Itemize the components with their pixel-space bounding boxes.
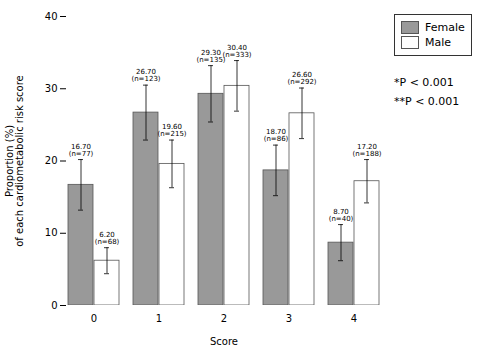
svg-text:2: 2 [221, 313, 227, 324]
html-text:Male: Male [425, 36, 452, 49]
html-text:**P < 0.001: **P < 0.001 [394, 95, 460, 108]
svg-text:17.20(n=188): 17.20(n=188) [352, 143, 381, 158]
svg-text:29.30(n=135): 29.30(n=135) [196, 49, 225, 64]
svg-text:3: 3 [286, 313, 292, 324]
html-text:*P < 0.001: *P < 0.001 [394, 76, 454, 89]
svg-text:16.70(n=77): 16.70(n=77) [69, 143, 94, 158]
svg-text:26.70(n=123): 26.70(n=123) [131, 68, 160, 83]
svg-text:Proportion (%)of each cardiome: Proportion (%)of each cardiometabolic ri… [4, 75, 25, 247]
svg-text:6.20(n=68): 6.20(n=68) [95, 231, 120, 246]
svg-text:4: 4 [351, 313, 357, 324]
html-text:Female: Female [425, 21, 465, 34]
svg-text:30: 30 [45, 83, 58, 94]
svg-text:1: 1 [156, 313, 162, 324]
svg-text:19.60(n=215): 19.60(n=215) [157, 123, 186, 138]
svg-text:40: 40 [45, 11, 58, 22]
svg-text:18.70(n=86): 18.70(n=86) [264, 128, 289, 143]
svg-text:8.70(n=40): 8.70(n=40) [329, 208, 354, 223]
svg-text:0: 0 [91, 313, 97, 324]
svg-text:30.40(n=333): 30.40(n=333) [222, 44, 251, 59]
svg-text:Score: Score [210, 336, 238, 347]
svg-text:10: 10 [45, 227, 58, 238]
svg-text:20: 20 [45, 155, 58, 166]
svg-text:0: 0 [51, 300, 57, 311]
svg-text:26.60(n=292): 26.60(n=292) [287, 71, 316, 86]
